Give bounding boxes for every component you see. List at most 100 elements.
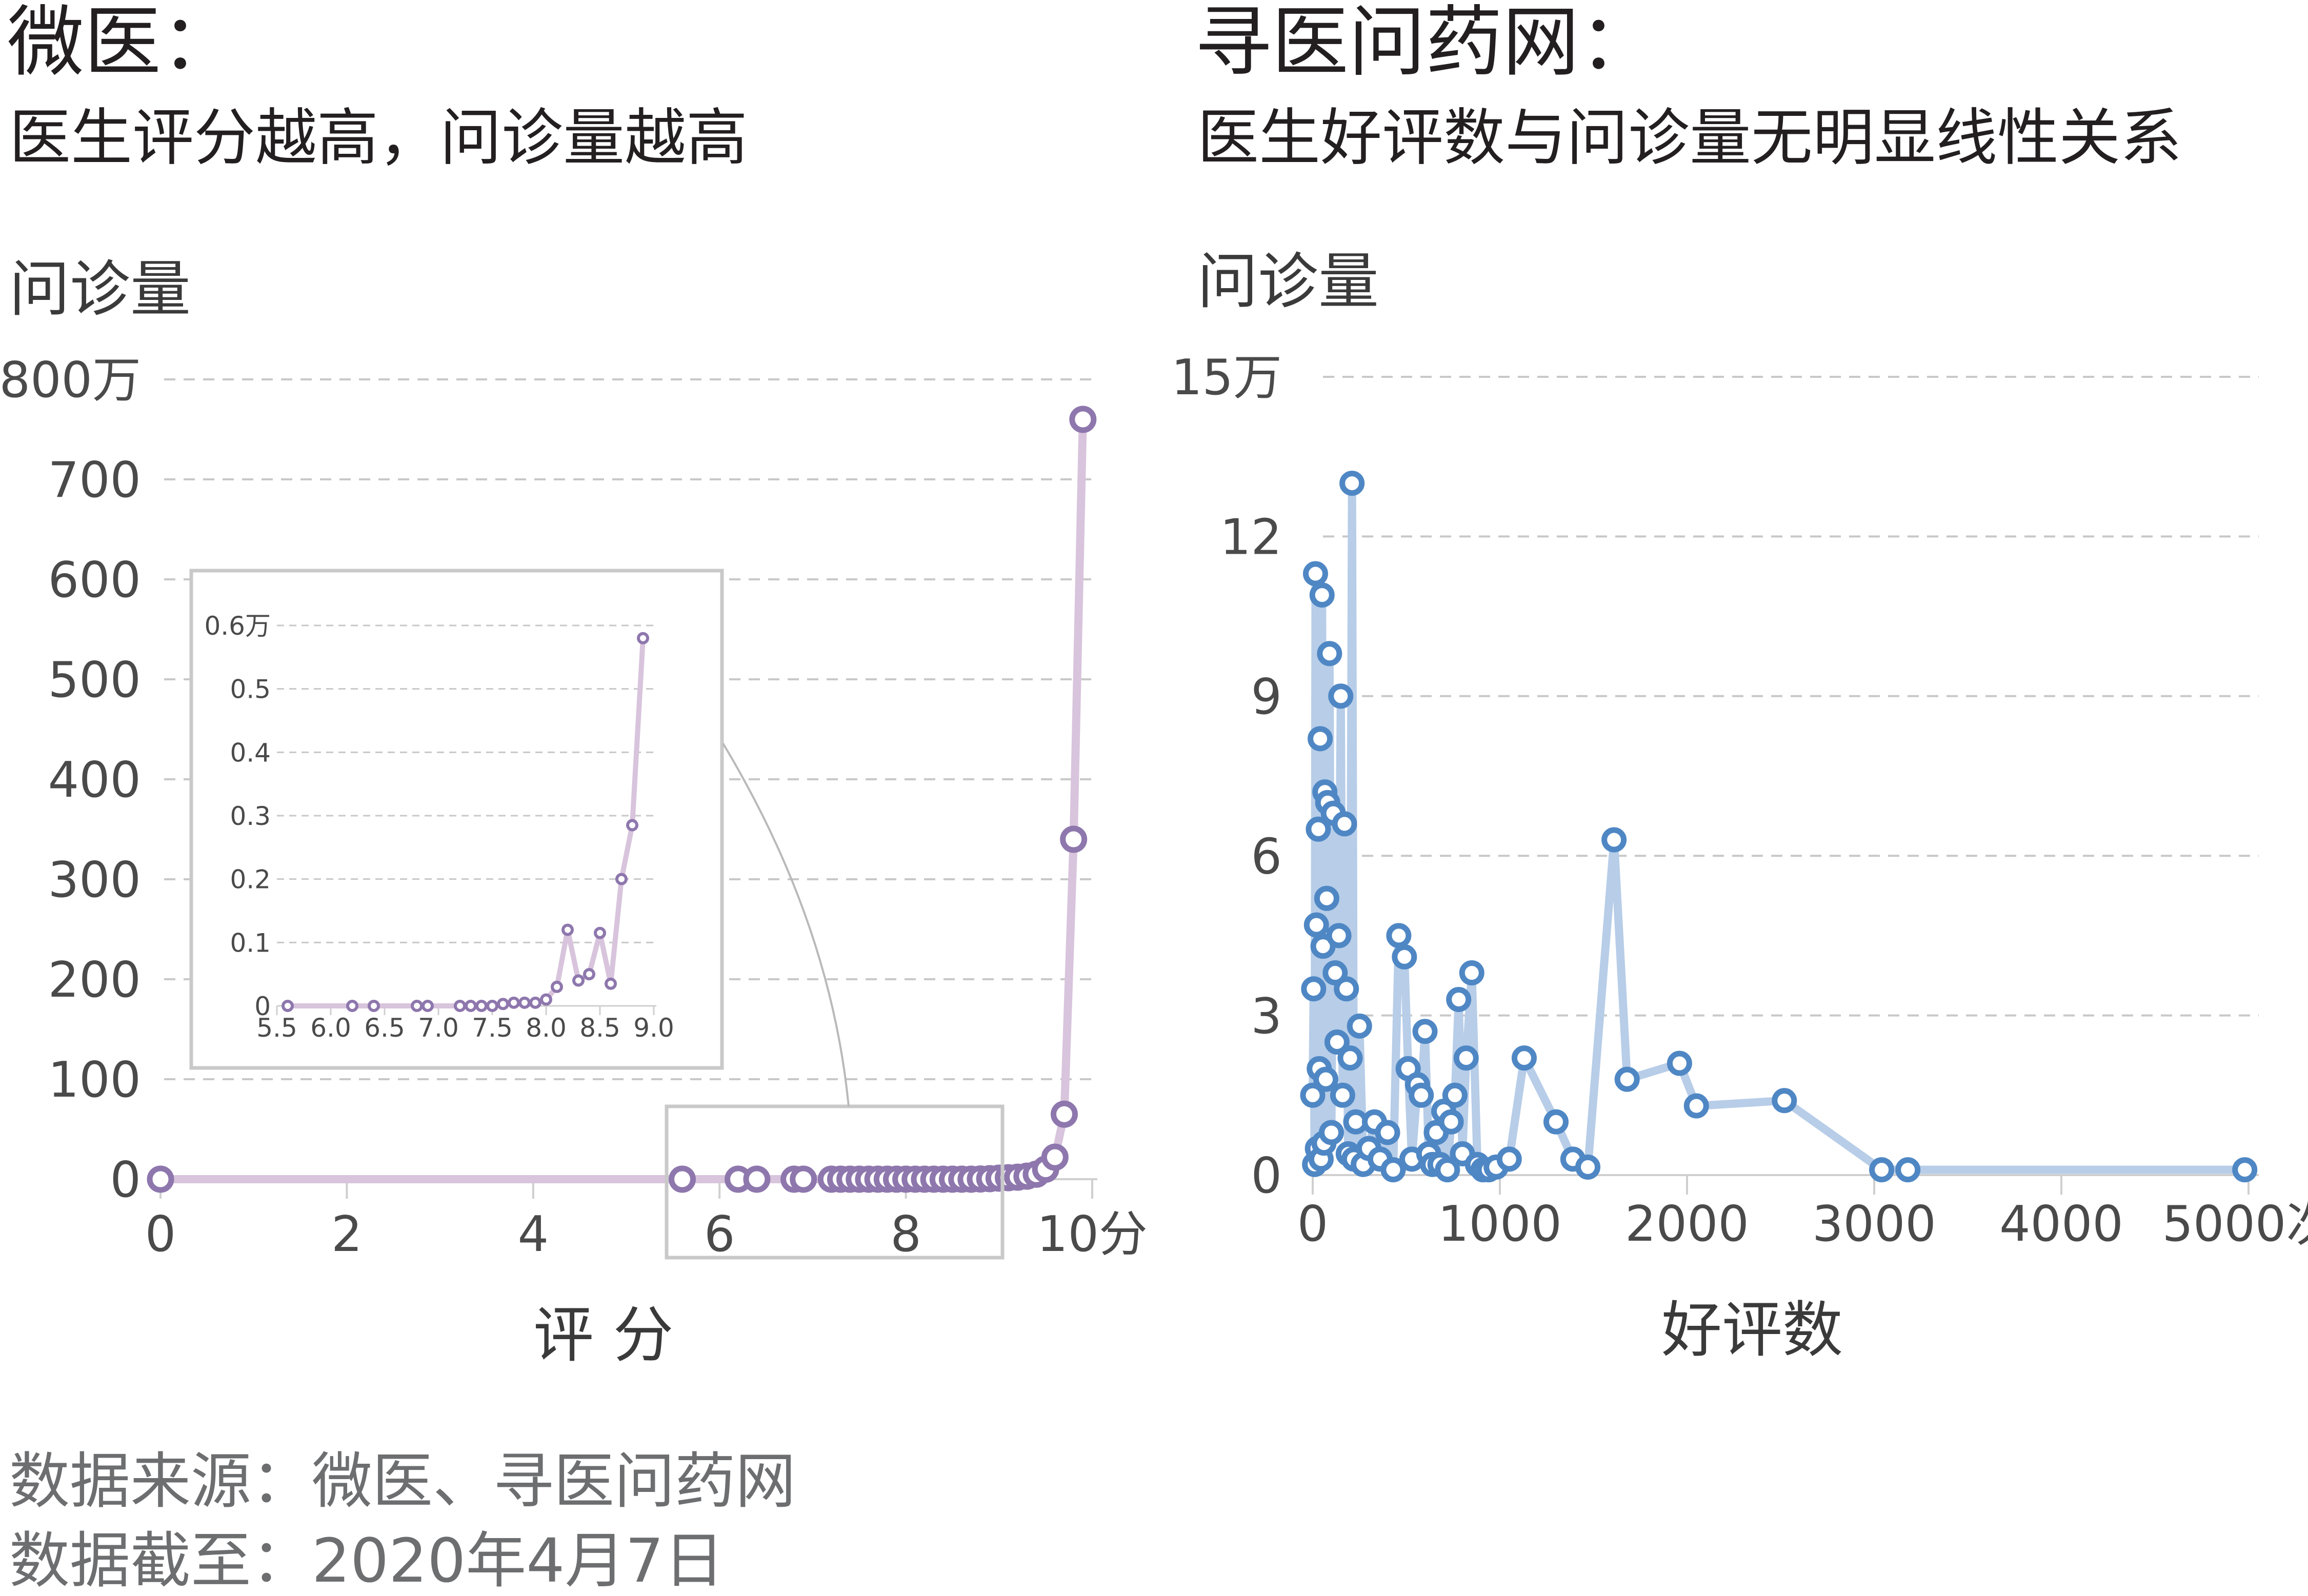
data-point bbox=[1334, 976, 1359, 1002]
y-tick-label: 0.6万 bbox=[204, 611, 271, 641]
right-y-axis-label: 问诊量 bbox=[1197, 246, 1379, 317]
data-point bbox=[2232, 1157, 2258, 1183]
data-point bbox=[637, 632, 649, 644]
data-point bbox=[1869, 1157, 1895, 1183]
data-point bbox=[497, 998, 509, 1011]
left-chart-subtitle: 医生评分越高，问诊量越高 bbox=[9, 103, 748, 174]
y-tick-label: 800万 bbox=[0, 352, 141, 409]
x-tick-label: 2 bbox=[331, 1206, 362, 1263]
data-point bbox=[1302, 561, 1328, 587]
y-tick-label: 600 bbox=[48, 552, 141, 609]
data-point bbox=[1326, 923, 1352, 948]
x-tick-label: 8.0 bbox=[526, 1013, 567, 1043]
data-point bbox=[1543, 1109, 1569, 1135]
data-point bbox=[1069, 406, 1097, 433]
weiyi-inset-chart: 0 0.1 0.2 0.3 0.4 0.5 0.6万 5.5 6.0 6.5 7.0 7.5 8.0 8.… bbox=[189, 569, 1005, 1260]
y-tick-label: 300 bbox=[48, 852, 141, 908]
x-tick-label: 0 bbox=[1297, 1196, 1328, 1252]
data-point bbox=[411, 1000, 423, 1012]
data-point bbox=[1309, 582, 1335, 608]
data-point bbox=[572, 974, 585, 987]
data-point bbox=[147, 1165, 174, 1193]
x-tick-label: 6.0 bbox=[310, 1013, 351, 1043]
data-point bbox=[486, 1000, 498, 1012]
data-point bbox=[1575, 1154, 1601, 1180]
right-chart-subtitle: 医生好评数与问诊量无明显线性关系 bbox=[1197, 103, 2182, 174]
x-tick-label: 5000次 bbox=[2162, 1196, 2308, 1252]
x-tick-label: 3000 bbox=[1812, 1196, 1936, 1252]
data-point bbox=[1306, 816, 1331, 842]
data-point bbox=[1332, 811, 1357, 837]
data-point bbox=[1050, 1100, 1078, 1128]
weiyi-chart: 0 100 200 300 400 500 600 700 800万 0 2 4 6 8 10分 bbox=[0, 352, 1148, 1263]
source-date-note: 数据截至：2020年4月7日 bbox=[9, 1525, 725, 1596]
data-point bbox=[1300, 1082, 1326, 1108]
data-point bbox=[626, 819, 638, 832]
data-point bbox=[1435, 1157, 1460, 1183]
data-point bbox=[1601, 827, 1627, 853]
data-point bbox=[1301, 976, 1327, 1002]
y-tick-label: 0.5 bbox=[230, 675, 271, 704]
x-tick-label: 4 bbox=[518, 1206, 549, 1263]
data-point bbox=[561, 923, 574, 936]
y-tick-label: 400 bbox=[48, 752, 141, 809]
x-tick-label: 9.0 bbox=[633, 1013, 674, 1043]
data-point bbox=[583, 968, 595, 981]
y-tick-label: 0.4 bbox=[230, 738, 271, 767]
y-tick-label: 200 bbox=[48, 952, 141, 1008]
data-point bbox=[605, 977, 617, 990]
zoom-region-box bbox=[665, 1104, 1005, 1260]
x-tick-label: 0 bbox=[145, 1206, 176, 1263]
data-point bbox=[1317, 641, 1342, 666]
data-point bbox=[1337, 1045, 1363, 1071]
data-point bbox=[551, 980, 563, 993]
y-tick-label: 0 bbox=[110, 1152, 141, 1208]
y-tick-label: 0.3 bbox=[230, 801, 271, 831]
y-tick-label: 700 bbox=[48, 452, 141, 509]
y-tick-label: 500 bbox=[48, 652, 141, 709]
x-tick-label: 6.5 bbox=[364, 1013, 405, 1043]
data-point bbox=[1442, 1082, 1468, 1108]
data-point bbox=[790, 1165, 817, 1193]
data-point bbox=[1683, 1093, 1709, 1119]
data-point bbox=[1446, 986, 1472, 1012]
data-point bbox=[743, 1165, 771, 1193]
data-point bbox=[508, 996, 520, 1009]
data-point bbox=[1324, 1029, 1350, 1055]
data-point bbox=[594, 926, 606, 939]
zoom-connector-line bbox=[722, 742, 850, 1107]
data-point bbox=[1314, 885, 1339, 911]
data-point bbox=[1614, 1066, 1640, 1092]
data-point bbox=[422, 1000, 434, 1012]
source-note: 数据来源：微医、寻医问药网 bbox=[9, 1446, 796, 1517]
data-point bbox=[465, 1000, 477, 1012]
data-point bbox=[1303, 912, 1329, 938]
data-point bbox=[615, 873, 628, 885]
series-line bbox=[1309, 479, 2249, 1174]
data-point bbox=[1313, 1066, 1339, 1092]
x-tick-label: 5.5 bbox=[256, 1013, 297, 1043]
x-tick-label: 6 bbox=[704, 1206, 735, 1263]
data-point bbox=[1895, 1157, 1921, 1183]
x-tick-label: 2000 bbox=[1625, 1196, 1749, 1252]
x-tick-label: 7.0 bbox=[418, 1013, 459, 1043]
data-point bbox=[1328, 683, 1354, 709]
data-point bbox=[1339, 471, 1365, 496]
data-point bbox=[1330, 1082, 1355, 1108]
y-tick-label: 3 bbox=[1251, 988, 1282, 1045]
left-y-axis-label: 问诊量 bbox=[9, 254, 191, 325]
data-point bbox=[1438, 1109, 1464, 1135]
x-tick-label: 7.5 bbox=[472, 1013, 513, 1043]
y-tick-label: 9 bbox=[1251, 669, 1282, 725]
data-point bbox=[529, 996, 541, 1009]
xunyi-chart: 0 3 6 9 12 15万 0 1000 2000 3000 4000 5000次 bbox=[1171, 350, 2308, 1252]
data-point bbox=[1667, 1050, 1692, 1076]
data-point bbox=[1459, 960, 1484, 986]
right-x-axis-label: 好评数 bbox=[1661, 1295, 1843, 1365]
data-point bbox=[1772, 1088, 1797, 1114]
data-point bbox=[1319, 1120, 1344, 1145]
data-point bbox=[1375, 1120, 1400, 1145]
data-point bbox=[346, 1000, 358, 1012]
data-point bbox=[368, 1000, 380, 1012]
